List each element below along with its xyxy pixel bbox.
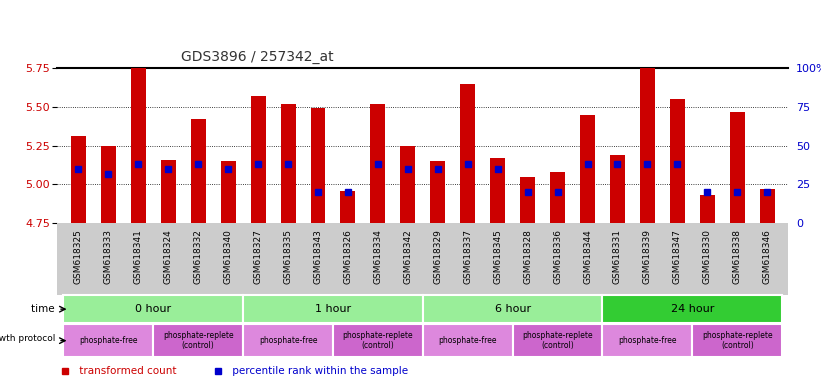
Bar <box>333 324 423 358</box>
Text: GSM618324: GSM618324 <box>163 229 172 284</box>
Bar <box>610 155 625 223</box>
Text: GSM618327: GSM618327 <box>254 229 263 284</box>
Text: GSM618330: GSM618330 <box>703 229 712 284</box>
Bar <box>250 96 266 223</box>
Text: GSM618345: GSM618345 <box>493 229 502 284</box>
Text: phosphate-free: phosphate-free <box>618 336 677 345</box>
Bar <box>310 108 325 223</box>
Text: GSM618336: GSM618336 <box>553 229 562 284</box>
Bar <box>640 48 655 223</box>
Text: GSM618331: GSM618331 <box>613 229 622 284</box>
Text: phosphate-free: phosphate-free <box>438 336 497 345</box>
Bar <box>154 324 243 358</box>
Text: GSM618341: GSM618341 <box>134 229 143 284</box>
Text: transformed count: transformed count <box>76 366 177 376</box>
Text: phosphate-replete
(control): phosphate-replete (control) <box>342 331 413 350</box>
Text: GSM618326: GSM618326 <box>343 229 352 284</box>
Bar <box>692 324 782 358</box>
Bar <box>401 146 415 223</box>
Text: GSM618342: GSM618342 <box>403 229 412 284</box>
Bar <box>580 115 595 223</box>
Text: phosphate-replete
(control): phosphate-replete (control) <box>522 331 593 350</box>
Bar <box>430 161 445 223</box>
Bar <box>670 99 685 223</box>
Text: GSM618334: GSM618334 <box>374 229 383 284</box>
Text: time: time <box>31 304 58 314</box>
Text: phosphate-free: phosphate-free <box>79 336 138 345</box>
Text: 24 hour: 24 hour <box>671 304 714 314</box>
Bar <box>603 295 782 323</box>
Text: GSM618338: GSM618338 <box>733 229 741 284</box>
Text: GDS3896 / 257342_at: GDS3896 / 257342_at <box>181 50 333 64</box>
Text: GSM618337: GSM618337 <box>463 229 472 284</box>
Bar <box>461 84 475 223</box>
Text: GSM618328: GSM618328 <box>523 229 532 284</box>
Text: GSM618344: GSM618344 <box>583 229 592 284</box>
Text: GSM618340: GSM618340 <box>223 229 232 284</box>
Bar <box>190 119 206 223</box>
Bar <box>512 324 603 358</box>
Bar <box>63 295 243 323</box>
Bar <box>243 295 423 323</box>
Bar <box>550 172 565 223</box>
Bar <box>281 104 296 223</box>
Bar <box>603 324 692 358</box>
Text: GSM618339: GSM618339 <box>643 229 652 284</box>
Text: GSM618346: GSM618346 <box>763 229 772 284</box>
Bar <box>243 324 333 358</box>
Text: GSM618335: GSM618335 <box>283 229 292 284</box>
Text: GSM618347: GSM618347 <box>673 229 682 284</box>
Text: GSM618325: GSM618325 <box>74 229 83 284</box>
Text: GSM618329: GSM618329 <box>433 229 443 284</box>
Text: GSM618333: GSM618333 <box>104 229 112 284</box>
Bar <box>101 146 116 223</box>
Bar <box>71 136 86 223</box>
Bar <box>63 324 154 358</box>
Bar <box>423 324 512 358</box>
Text: 0 hour: 0 hour <box>135 304 172 314</box>
Bar <box>131 48 146 223</box>
Text: phosphate-free: phosphate-free <box>259 336 317 345</box>
Text: percentile rank within the sample: percentile rank within the sample <box>229 366 408 376</box>
Text: GSM618332: GSM618332 <box>194 229 203 284</box>
Bar <box>423 295 603 323</box>
Text: GSM618343: GSM618343 <box>314 229 323 284</box>
Bar <box>699 195 715 223</box>
Text: growth protocol: growth protocol <box>0 334 58 343</box>
Text: phosphate-replete
(control): phosphate-replete (control) <box>702 331 773 350</box>
Bar <box>370 104 385 223</box>
Bar <box>521 177 535 223</box>
Text: phosphate-replete
(control): phosphate-replete (control) <box>163 331 233 350</box>
Text: 6 hour: 6 hour <box>494 304 530 314</box>
Bar <box>730 112 745 223</box>
Bar <box>490 158 505 223</box>
Bar <box>759 189 775 223</box>
Bar <box>221 161 236 223</box>
Bar <box>161 160 176 223</box>
Bar <box>341 190 355 223</box>
Text: 1 hour: 1 hour <box>315 304 351 314</box>
